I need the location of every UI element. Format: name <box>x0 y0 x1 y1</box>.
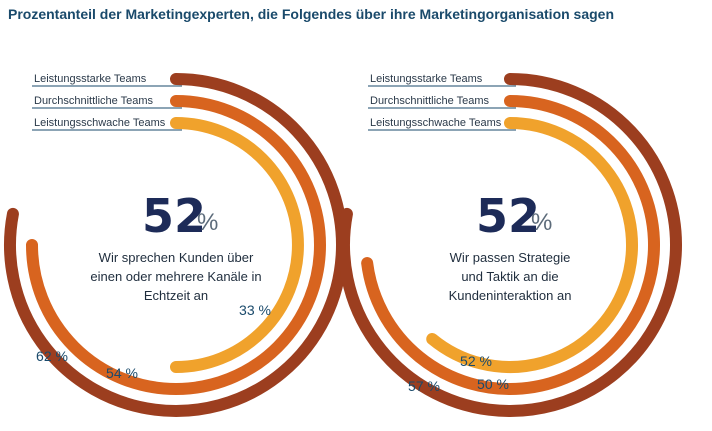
series-label: Durchschnittliche Teams <box>34 95 154 107</box>
series-label: Durchschnittliche Teams <box>370 95 490 107</box>
ring-2 <box>361 95 661 395</box>
headline-unit: % <box>197 209 218 236</box>
ring-1 <box>4 73 348 417</box>
description-line: und Taktik an die <box>461 269 558 284</box>
series-label: Leistungsschwache Teams <box>370 117 502 129</box>
ring-3 <box>170 117 304 373</box>
percent-label: 50 % <box>477 376 509 392</box>
headline-value: 52 <box>476 189 540 243</box>
description-line: Wir passen Strategie <box>450 250 571 265</box>
series-label: Leistungsschwache Teams <box>34 117 166 129</box>
percent-label: 54 % <box>106 365 138 381</box>
percent-label: 33 % <box>239 302 271 318</box>
radial-chart-1: Leistungsstarke Teams Durchschnittliche T… <box>4 73 348 417</box>
ring-2 <box>26 95 326 395</box>
description-line: Wir sprechen Kunden über <box>99 250 254 265</box>
percent-label: 62 % <box>36 348 68 364</box>
ring-1 <box>338 73 682 417</box>
radial-chart-2: Leistungsstarke Teams Durchschnittliche T… <box>338 73 682 417</box>
description-line: Kundeninteraktion an <box>449 288 572 303</box>
percent-label: 52 % <box>460 353 492 369</box>
headline-value: 52 <box>142 189 206 243</box>
series-label: Leistungsstarke Teams <box>370 73 483 85</box>
description-line: einen oder mehrere Kanäle in <box>90 269 261 284</box>
description-line: Echtzeit an <box>144 288 208 303</box>
series-label: Leistungsstarke Teams <box>34 73 147 85</box>
chart-title: Prozentanteil der Marketingexperten, die… <box>8 6 615 22</box>
ring-3 <box>426 117 638 373</box>
percent-label: 57 % <box>408 378 440 394</box>
headline-unit: % <box>531 209 552 236</box>
